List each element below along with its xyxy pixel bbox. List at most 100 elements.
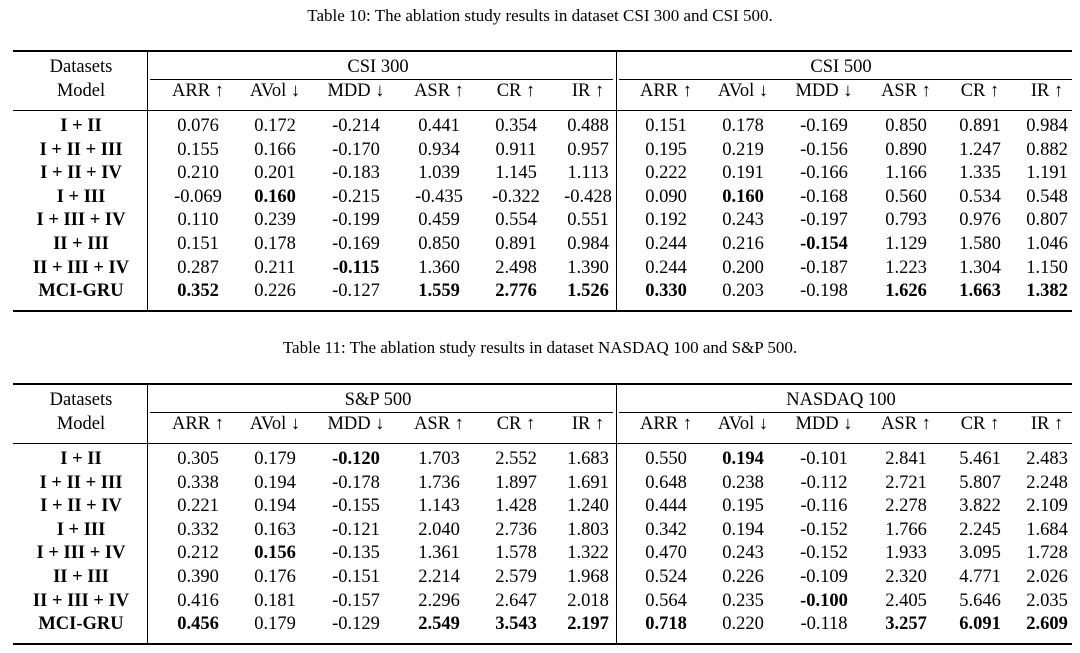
table-cell: 0.226 — [722, 567, 764, 587]
table-cell: -0.152 — [800, 543, 848, 564]
table-cell: 1.933 — [885, 543, 927, 564]
table-cell: 0.194 — [722, 519, 764, 540]
table-cell: 1.145 — [495, 163, 537, 184]
table-cell: 0.220 — [722, 614, 764, 635]
row-model-label: I + III — [56, 186, 106, 207]
table-cell: 0.181 — [254, 590, 296, 611]
table-cell: -0.101 — [800, 449, 848, 469]
table-cell: 0.444 — [645, 496, 687, 517]
group-b-header: NASDAQ 100 — [786, 390, 896, 410]
table-cell: 3.257 — [885, 614, 927, 635]
table-cell: 2.035 — [1026, 590, 1068, 611]
table-cell: -0.118 — [800, 614, 848, 635]
metric-header: CR ↑ — [496, 81, 536, 101]
table-cell: 0.534 — [959, 186, 1001, 207]
table-cell: 1.335 — [959, 163, 1001, 184]
metric-header: IR ↑ — [571, 81, 605, 101]
table-cell: 0.179 — [254, 614, 296, 635]
table-cell: 2.579 — [495, 567, 537, 587]
table-cell: 0.076 — [177, 116, 219, 136]
row-model-label: II + III + IV — [32, 590, 130, 611]
table-cell: 1.322 — [567, 543, 609, 564]
table-cell: 5.807 — [959, 472, 1001, 493]
table-cell: 0.244 — [645, 234, 687, 254]
table-cell: 0.200 — [722, 257, 764, 278]
table-cell: 0.891 — [959, 116, 1001, 136]
table-cell: 2.609 — [1026, 614, 1068, 635]
table-cell: 0.718 — [645, 614, 687, 635]
table-cell: 0.176 — [254, 567, 296, 587]
table-cell: 0.219 — [722, 139, 764, 160]
table-cell: 4.771 — [959, 567, 1001, 587]
table-cell: 3.822 — [959, 496, 1001, 517]
header-rule — [13, 110, 1072, 111]
table-cell: 2.214 — [418, 567, 460, 587]
table-cell: -0.199 — [332, 210, 380, 231]
group-separator — [616, 50, 617, 312]
row-model-label: I + II + IV — [40, 163, 122, 184]
table-cell: 2.018 — [567, 590, 609, 611]
table-cell: -0.187 — [800, 257, 848, 278]
table-cell: 0.163 — [254, 519, 296, 540]
metric-header: ARR ↑ — [640, 81, 692, 101]
table-cell: 0.330 — [645, 281, 687, 302]
table-cell: 0.216 — [722, 234, 764, 254]
table-cell: 0.648 — [645, 472, 687, 493]
table-cell: 1.559 — [418, 281, 460, 302]
table-cell: 1.191 — [1026, 163, 1068, 184]
metric-header: CR ↑ — [960, 81, 1000, 101]
metric-header: ASR ↑ — [881, 81, 931, 101]
header-datasets: Datasets — [49, 390, 113, 410]
table-cell: 0.221 — [177, 496, 219, 517]
table-cell: -0.112 — [800, 472, 848, 493]
table-cell: 1.526 — [567, 281, 609, 302]
group-separator — [616, 383, 617, 645]
bottom-rule — [13, 310, 1072, 312]
table-cell: 0.850 — [418, 234, 460, 254]
table-cell: 0.194 — [254, 496, 296, 517]
table-cell: 2.197 — [567, 614, 609, 635]
table-cell: -0.115 — [332, 257, 380, 278]
table-cell: 1.166 — [885, 163, 927, 184]
table-cell: -0.168 — [800, 186, 848, 207]
metric-header: ARR ↑ — [640, 414, 692, 434]
table-cell: 0.178 — [722, 116, 764, 136]
table-cell: 0.212 — [177, 543, 219, 564]
table-cell: -0.183 — [332, 163, 380, 184]
table-cell: 0.564 — [645, 590, 687, 611]
table-cell: 2.776 — [495, 281, 537, 302]
table-cell: 0.891 — [495, 234, 537, 254]
metric-header: AVol ↓ — [249, 414, 301, 434]
metric-header: IR ↑ — [571, 414, 605, 434]
table-cell: -0.322 — [492, 186, 540, 207]
table-cell: 0.243 — [722, 210, 764, 231]
group-a-underline — [150, 412, 613, 413]
table-cell: 1.247 — [959, 139, 1001, 160]
row-model-label: I + III + IV — [36, 543, 126, 564]
metric-header: ASR ↑ — [881, 414, 931, 434]
table-cell: 0.195 — [722, 496, 764, 517]
table-cell: -0.169 — [332, 234, 380, 254]
metric-header: ASR ↑ — [414, 81, 464, 101]
table-cell: 0.305 — [177, 449, 219, 469]
metric-header: IR ↑ — [1030, 81, 1064, 101]
metric-header: ARR ↑ — [172, 81, 224, 101]
metric-header: AVol ↓ — [717, 414, 769, 434]
table-cell: 0.151 — [177, 234, 219, 254]
table-cell: 1.683 — [567, 449, 609, 469]
table-cell: -0.069 — [174, 186, 222, 207]
header-datasets: Datasets — [49, 57, 113, 77]
table-cell: 1.897 — [495, 472, 537, 493]
table-cell: 0.957 — [567, 139, 609, 160]
metric-header: CR ↑ — [496, 414, 536, 434]
table-cell: 0.342 — [645, 519, 687, 540]
table-cell: -0.178 — [332, 472, 380, 493]
table-cell: 0.984 — [1026, 116, 1068, 136]
top-rule — [13, 383, 1072, 385]
table-cell: -0.170 — [332, 139, 380, 160]
table-cell: 0.194 — [254, 472, 296, 493]
table-cell: 2.549 — [418, 614, 460, 635]
table-cell: 2.040 — [418, 519, 460, 540]
table-10: Datasets Model CSI 300 CSI 500 ARR ↑ AVol ↓ MD… — [13, 50, 1072, 312]
table-cell: 2.320 — [885, 567, 927, 587]
